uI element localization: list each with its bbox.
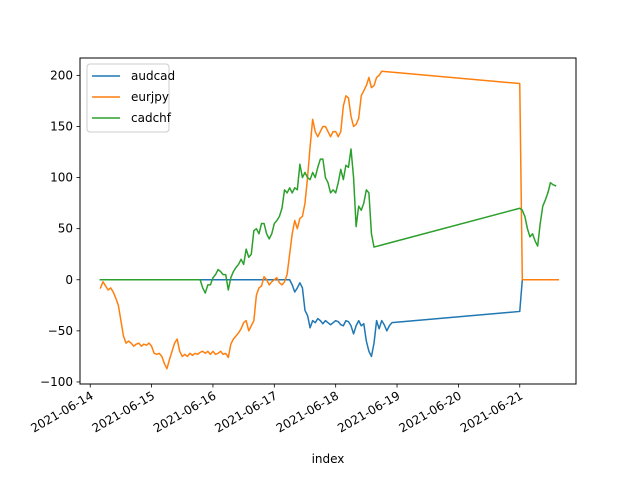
x-axis-title: index <box>312 452 345 466</box>
series-line-eurjpy <box>99 70 559 370</box>
y-axis: −100 −50 0 50 100 150 200 <box>40 68 80 389</box>
y-tick-label: 150 <box>50 119 73 133</box>
y-tick-label: 200 <box>50 68 73 82</box>
y-tick-label: 0 <box>65 273 73 287</box>
plot-frame <box>79 57 577 385</box>
y-tick-label: −100 <box>40 375 73 389</box>
legend-label-eurjpy: eurjpy <box>131 90 169 104</box>
plot-lines <box>99 70 559 370</box>
series-line-cadchf <box>99 148 557 294</box>
y-tick-label: 50 <box>58 222 73 236</box>
y-tick-label: 100 <box>50 171 73 185</box>
legend-box <box>86 63 170 133</box>
y-tick-label: −50 <box>48 324 73 338</box>
legend-label-cadchf: cadchf <box>131 111 172 125</box>
legend-label-audcad: audcad <box>131 69 175 83</box>
legend: audcad eurjpy cadchf <box>86 63 175 133</box>
series-line-audcad <box>99 279 559 358</box>
